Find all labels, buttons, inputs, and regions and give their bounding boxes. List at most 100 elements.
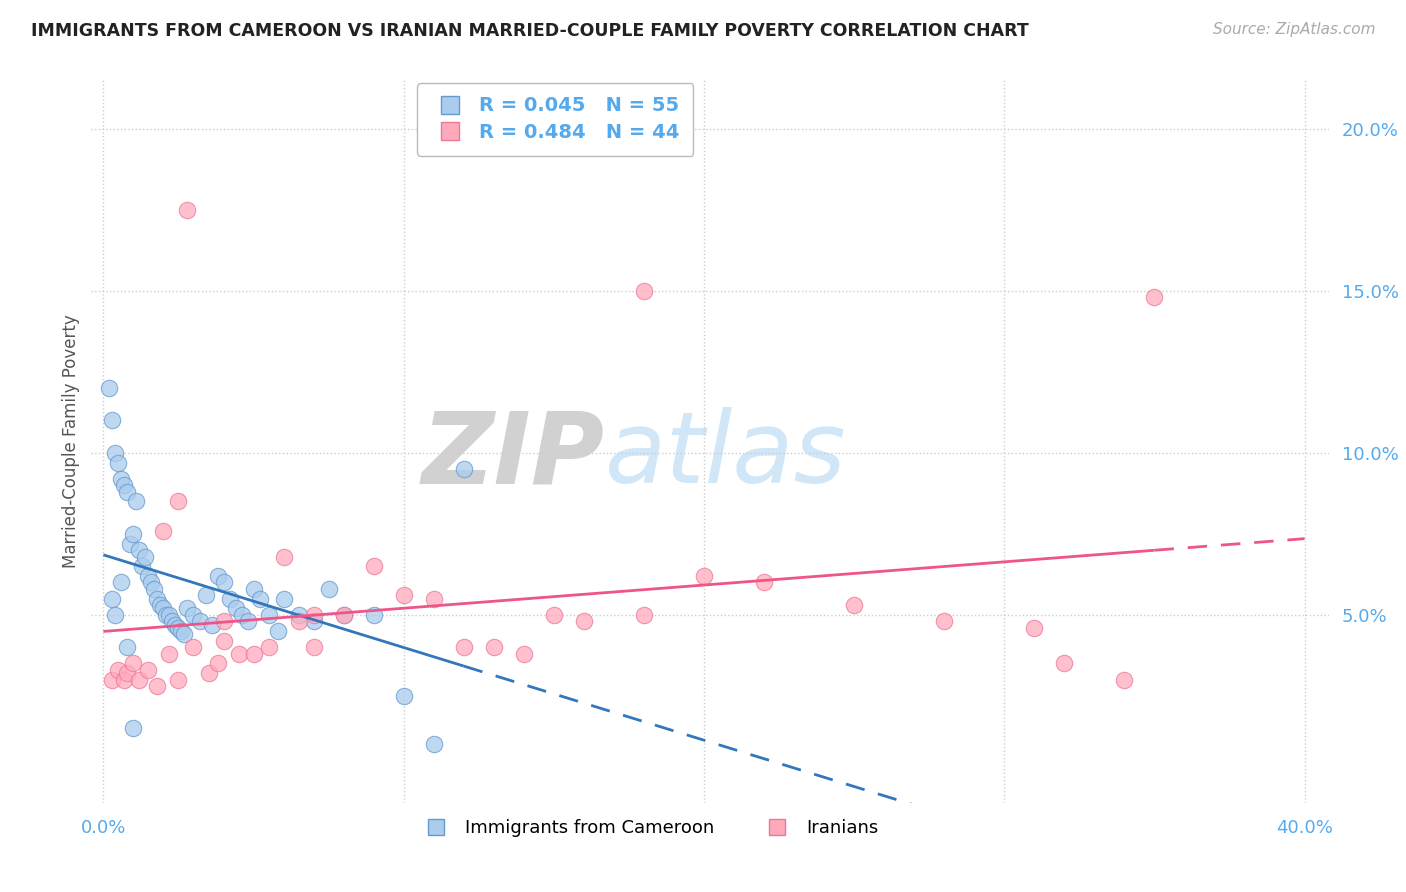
Point (257, 607, 280, 622)
Point (104, 607, 127, 622)
Text: Source: ZipAtlas.com: Source: ZipAtlas.com (1212, 22, 1375, 37)
Point (183, 640, 205, 655)
Point (633, 284, 655, 298)
Point (194, 589, 217, 603)
Point (117, 484, 139, 499)
Point (266, 624, 288, 638)
Point (197, 666, 219, 681)
Point (302, 607, 325, 622)
Point (212, 575, 235, 590)
Point (128, 673, 150, 687)
Point (101, 591, 124, 606)
Point (159, 607, 181, 622)
Point (117, 666, 139, 681)
Point (422, 591, 444, 606)
Point (183, 607, 205, 622)
Point (110, 472, 132, 486)
Point (176, 601, 198, 615)
Point (207, 569, 229, 583)
Point (693, 569, 716, 583)
Point (162, 615, 184, 629)
Text: atlas: atlas (605, 408, 846, 505)
Point (146, 591, 169, 606)
Point (332, 607, 354, 622)
Point (231, 607, 253, 622)
Point (1053, 657, 1076, 671)
Point (1114, 673, 1136, 687)
Point (287, 615, 309, 629)
Point (146, 679, 169, 693)
Point (152, 601, 174, 615)
Point (138, 663, 160, 677)
Point (212, 615, 235, 629)
Point (98, 381, 121, 395)
Point (122, 721, 145, 735)
Point (112, 673, 135, 687)
Point (122, 657, 145, 671)
Point (1024, 621, 1046, 635)
Point (363, 607, 385, 622)
Point (170, 624, 193, 638)
Point (107, 663, 129, 677)
Point (149, 598, 172, 612)
Point (173, 627, 195, 641)
Point (249, 591, 271, 606)
Point (236, 615, 259, 629)
Point (242, 582, 264, 596)
Point (165, 617, 187, 632)
Point (225, 601, 247, 615)
Point (302, 615, 325, 629)
Point (273, 549, 295, 564)
Point (128, 543, 150, 558)
Point (155, 607, 177, 622)
Point (152, 524, 174, 538)
Point (176, 202, 198, 217)
Point (107, 456, 129, 470)
Point (453, 640, 475, 655)
Point (392, 589, 415, 603)
Point (332, 607, 354, 622)
Point (159, 647, 181, 661)
Point (1143, 290, 1166, 304)
Point (212, 633, 235, 648)
Point (934, 615, 956, 629)
Point (543, 607, 565, 622)
Point (141, 575, 163, 590)
Text: IMMIGRANTS FROM CAMEROON VS IRANIAN MARRIED-COUPLE FAMILY POVERTY CORRELATION CH: IMMIGRANTS FROM CAMEROON VS IRANIAN MARR… (31, 22, 1029, 40)
Point (112, 478, 135, 492)
Point (188, 615, 211, 629)
Point (207, 657, 229, 671)
Point (101, 673, 124, 687)
Point (228, 647, 250, 661)
Point (120, 536, 142, 550)
Point (167, 494, 190, 508)
Point (287, 607, 309, 622)
Point (104, 446, 127, 460)
Point (125, 494, 148, 508)
Point (363, 559, 385, 574)
Text: ZIP: ZIP (422, 408, 605, 505)
Point (131, 559, 153, 574)
Point (422, 738, 444, 752)
Point (218, 591, 240, 606)
Point (572, 615, 595, 629)
Point (101, 413, 124, 427)
Y-axis label: Married-Couple Family Poverty: Married-Couple Family Poverty (62, 315, 80, 568)
Point (273, 591, 295, 606)
Point (200, 617, 222, 632)
Point (134, 549, 156, 564)
Point (453, 462, 475, 476)
Point (482, 640, 505, 655)
Point (167, 673, 190, 687)
Point (138, 569, 160, 583)
Point (122, 527, 145, 541)
Point (633, 607, 655, 622)
Point (110, 575, 132, 590)
Point (302, 640, 325, 655)
Point (318, 582, 340, 596)
Point (167, 621, 190, 635)
Point (392, 689, 415, 703)
Point (513, 647, 536, 661)
Point (117, 640, 139, 655)
Point (143, 582, 166, 596)
